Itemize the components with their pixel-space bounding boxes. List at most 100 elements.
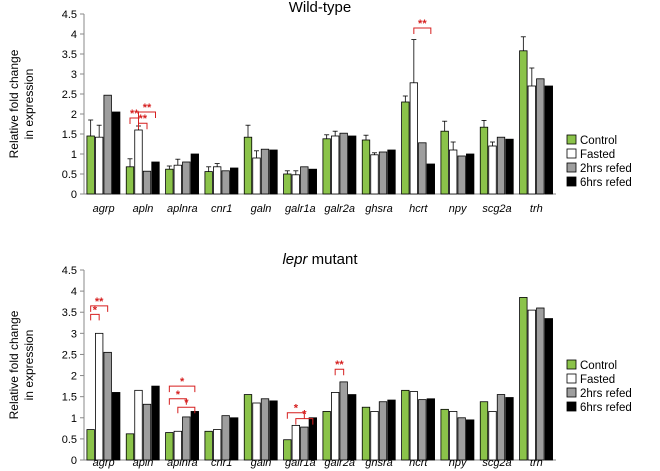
y-axis-label: in expression xyxy=(22,69,36,140)
bar xyxy=(182,161,191,195)
bar xyxy=(243,136,253,195)
significance-bracket xyxy=(295,418,314,425)
bar xyxy=(457,155,466,195)
bar xyxy=(348,394,357,461)
significance-bracket xyxy=(334,368,345,376)
bar xyxy=(151,385,160,461)
significance-label: * xyxy=(180,376,185,388)
legend-label: Control xyxy=(580,360,617,372)
legend-label: 6hrs refed xyxy=(580,177,632,189)
bar xyxy=(479,401,489,461)
bar xyxy=(230,417,239,461)
bar xyxy=(409,391,418,461)
y-tick-label: 2.5 xyxy=(62,349,77,361)
bar xyxy=(370,154,379,195)
bar xyxy=(173,164,182,195)
y-tick-label: 4 xyxy=(71,286,77,298)
chart-title: Wild-type xyxy=(289,0,352,16)
y-tick-label: 1 xyxy=(71,413,77,425)
bar xyxy=(190,153,199,195)
legend-swatch xyxy=(566,134,577,145)
bar xyxy=(300,426,309,461)
bar xyxy=(426,398,435,461)
bar xyxy=(527,85,536,195)
bar xyxy=(142,403,152,461)
significance-bracket xyxy=(138,111,156,118)
y-tick-label: 1.5 xyxy=(62,129,77,141)
bar xyxy=(418,142,427,195)
bar xyxy=(260,148,270,195)
bar xyxy=(418,399,427,461)
bar xyxy=(544,85,553,195)
bar xyxy=(283,439,292,461)
legend-swatch xyxy=(566,176,577,187)
y-tick-label: 4 xyxy=(71,29,77,41)
bar xyxy=(291,424,300,461)
bar xyxy=(322,138,331,195)
bar xyxy=(269,400,278,461)
bar xyxy=(125,433,135,461)
y-axis-label: Relative fold change xyxy=(7,310,21,419)
legend-label: Control xyxy=(580,135,617,147)
bar xyxy=(401,389,410,461)
significance-label: * xyxy=(93,304,98,316)
significance-label: ** xyxy=(143,102,152,114)
bar xyxy=(505,138,514,195)
bar xyxy=(536,307,545,461)
bar xyxy=(466,153,475,195)
bar xyxy=(95,136,104,195)
legend-label: 6hrs refed xyxy=(580,402,632,414)
y-tick-label: 4.5 xyxy=(62,265,77,277)
category-label: galn xyxy=(251,203,272,215)
significance-bracket xyxy=(168,385,196,393)
significance-bracket xyxy=(177,406,196,414)
y-tick-label: 2 xyxy=(71,371,77,383)
bar xyxy=(488,145,497,195)
bar xyxy=(466,419,475,461)
bar xyxy=(409,82,418,195)
bar xyxy=(252,157,261,195)
bar xyxy=(519,50,528,195)
chart-title-part: Wild-type xyxy=(289,0,352,16)
y-tick-label: 0.5 xyxy=(62,434,77,446)
bar xyxy=(378,401,388,461)
bar xyxy=(300,166,309,195)
bar xyxy=(505,397,514,461)
y-tick-label: 0.5 xyxy=(62,169,77,181)
y-tick-label: 1.5 xyxy=(62,392,77,404)
significance-label: ** xyxy=(130,108,139,120)
bar xyxy=(243,394,253,461)
y-tick-label: 3.5 xyxy=(62,49,77,61)
y-axis-label: Relative fold change xyxy=(7,49,21,158)
chart-panel: lepr mutant Relative fold change in expres… xyxy=(7,251,632,469)
category-label: agrp xyxy=(93,203,115,215)
bar xyxy=(331,135,340,195)
bar xyxy=(331,392,340,461)
significance-label: * xyxy=(184,397,189,409)
significance-label: ** xyxy=(335,359,344,371)
bar xyxy=(112,111,121,195)
bar xyxy=(488,411,497,461)
y-tick-label: 0 xyxy=(71,189,77,201)
bar xyxy=(221,170,230,195)
category-label: trh xyxy=(530,203,543,215)
legend-swatch xyxy=(566,373,577,384)
bar xyxy=(449,149,458,195)
legend-label: 2hrs refed xyxy=(580,388,632,400)
bar xyxy=(378,151,388,195)
bar xyxy=(426,163,435,195)
bar xyxy=(361,139,371,195)
bar xyxy=(536,78,545,195)
legend-swatch xyxy=(566,387,577,398)
y-tick-label: 2.5 xyxy=(62,89,77,101)
bar xyxy=(86,135,95,195)
bar xyxy=(361,406,371,461)
bar xyxy=(308,417,317,461)
bar xyxy=(387,149,396,195)
bar xyxy=(112,392,121,461)
legend-swatch xyxy=(566,148,577,159)
y-tick-label: 1 xyxy=(71,149,77,161)
y-axis-label: in expression xyxy=(22,330,36,401)
bar xyxy=(103,94,112,195)
bar xyxy=(440,130,449,195)
